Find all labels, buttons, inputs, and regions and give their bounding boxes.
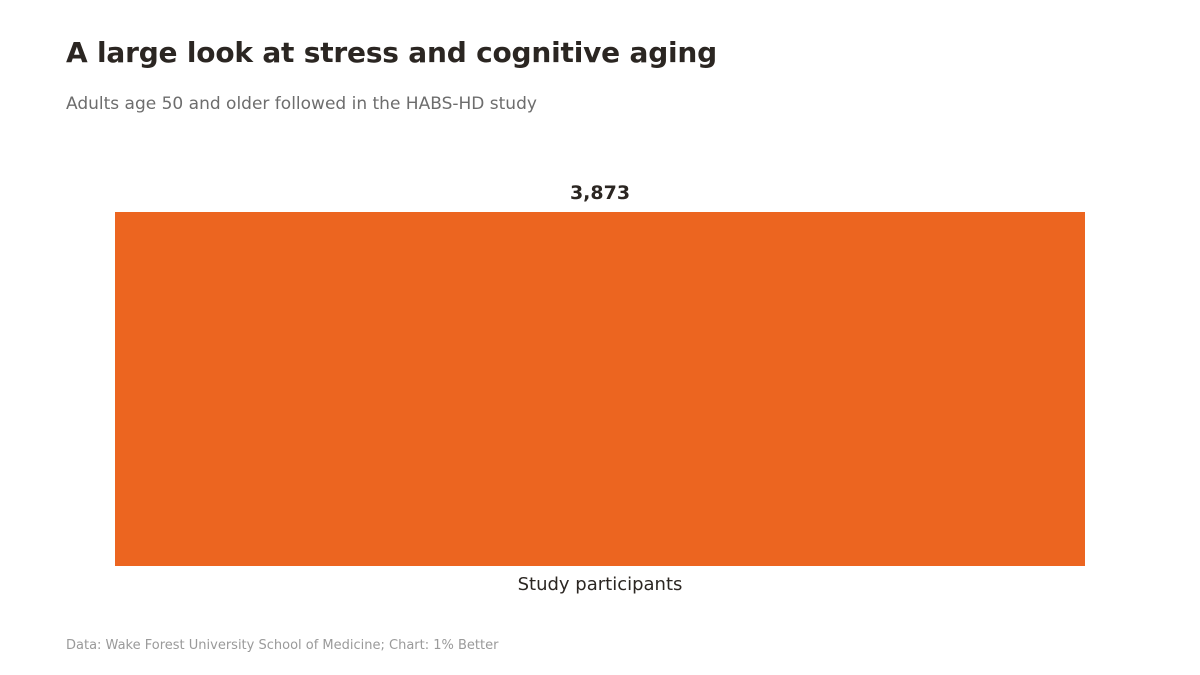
source-note: Data: Wake Forest University School of M…: [66, 638, 499, 653]
bar-0: [115, 212, 1085, 566]
chart-title: A large look at stress and cognitive agi…: [66, 36, 718, 69]
chart-subtitle: Adults age 50 and older followed in the …: [66, 94, 537, 114]
category-label-0: Study participants: [518, 574, 683, 595]
bar-value-label-0: 3,873: [570, 182, 630, 204]
